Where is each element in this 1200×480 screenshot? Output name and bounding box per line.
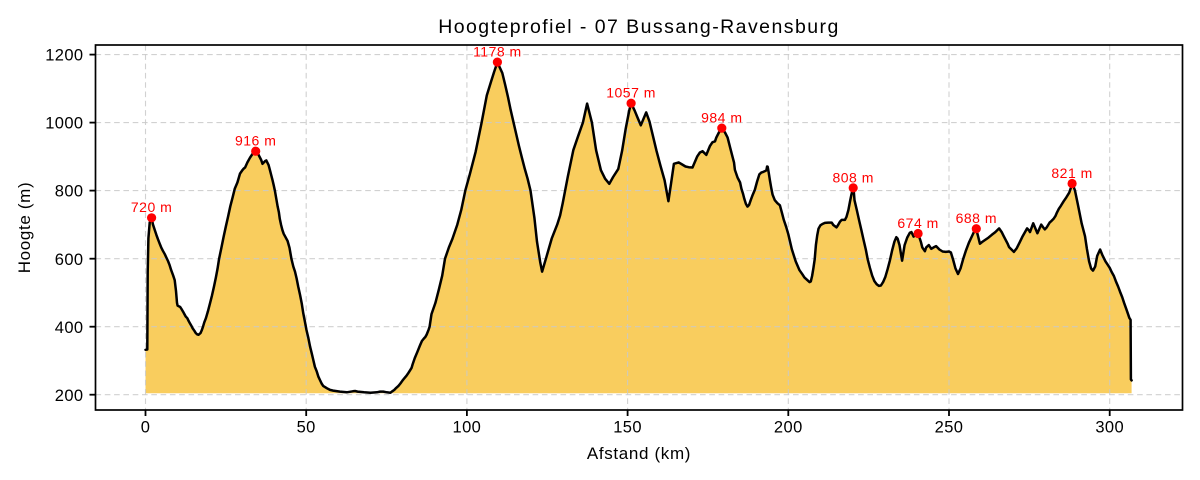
svg-text:400: 400: [55, 319, 84, 337]
svg-text:Afstand (km): Afstand (km): [587, 444, 691, 463]
svg-text:200: 200: [774, 418, 803, 436]
svg-text:Hoogteprofiel - 07 Bussang-Rav: Hoogteprofiel - 07 Bussang-Ravensburg: [438, 16, 840, 38]
svg-text:821 m: 821 m: [1051, 165, 1092, 181]
svg-text:1057 m: 1057 m: [606, 85, 656, 101]
svg-text:1000: 1000: [45, 115, 83, 133]
svg-text:916 m: 916 m: [235, 133, 276, 149]
svg-text:250: 250: [935, 418, 964, 436]
svg-text:50: 50: [297, 418, 316, 436]
svg-text:100: 100: [453, 418, 482, 436]
svg-text:688 m: 688 m: [956, 210, 997, 226]
svg-text:800: 800: [55, 183, 84, 201]
svg-text:200: 200: [55, 387, 84, 405]
svg-text:720 m: 720 m: [131, 199, 172, 215]
svg-text:1200: 1200: [45, 47, 83, 65]
svg-text:300: 300: [1095, 418, 1124, 436]
svg-text:1178 m: 1178 m: [473, 44, 522, 60]
svg-text:Hoogte (m): Hoogte (m): [15, 182, 34, 274]
svg-text:0: 0: [141, 418, 151, 436]
svg-text:808 m: 808 m: [832, 169, 873, 185]
svg-text:150: 150: [613, 418, 642, 436]
svg-text:984 m: 984 m: [701, 110, 742, 126]
svg-text:600: 600: [55, 251, 84, 269]
svg-text:674 m: 674 m: [897, 215, 938, 231]
